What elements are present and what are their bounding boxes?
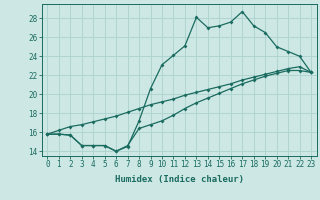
X-axis label: Humidex (Indice chaleur): Humidex (Indice chaleur) [115,175,244,184]
